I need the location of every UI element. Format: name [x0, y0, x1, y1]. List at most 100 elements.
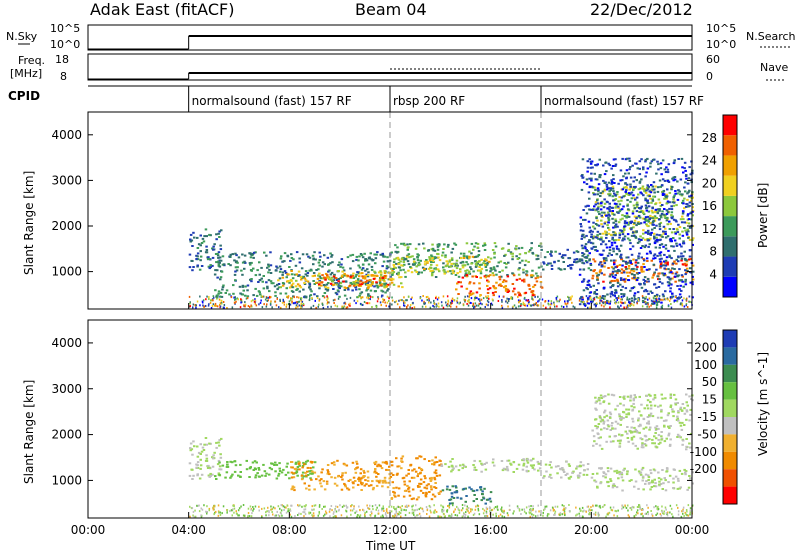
ground-scatter-cell — [277, 298, 279, 300]
data-cell — [667, 434, 670, 436]
ground-scatter-cell — [213, 505, 215, 507]
data-cell — [595, 293, 598, 295]
data-cell — [234, 274, 237, 276]
data-cell — [651, 481, 654, 483]
data-cell — [246, 289, 249, 291]
data-cell — [411, 271, 414, 273]
data-cell — [587, 160, 590, 162]
ground-scatter-cell — [353, 506, 355, 508]
ground-scatter-cell — [523, 302, 525, 304]
data-cell — [634, 292, 637, 294]
data-cell — [601, 272, 604, 274]
data-cell — [602, 226, 605, 228]
ground-scatter-cell — [310, 512, 312, 514]
data-cell — [605, 441, 608, 443]
data-cell — [234, 471, 237, 473]
data-cell — [199, 468, 202, 470]
data-cell — [208, 234, 211, 236]
data-cell — [611, 291, 614, 293]
ground-scatter-cell — [261, 295, 263, 297]
ground-scatter-cell — [319, 300, 321, 302]
data-cell — [206, 235, 209, 237]
data-cell — [455, 274, 458, 276]
data-cell — [598, 274, 601, 276]
data-cell — [651, 439, 654, 441]
ground-scatter-cell — [315, 504, 317, 506]
data-cell — [559, 253, 562, 255]
ground-scatter-cell — [412, 509, 414, 511]
data-cell — [603, 266, 606, 268]
data-cell — [663, 426, 666, 428]
data-cell — [521, 247, 524, 249]
data-cell — [647, 184, 650, 186]
data-cell — [625, 266, 628, 268]
data-cell — [592, 258, 595, 260]
ground-scatter-cell — [473, 514, 475, 516]
ground-scatter-cell — [349, 305, 351, 307]
data-cell — [575, 261, 578, 263]
ground-scatter-cell — [620, 305, 622, 307]
ground-scatter-cell — [369, 302, 371, 304]
data-cell — [376, 480, 379, 482]
data-cell — [679, 244, 682, 246]
data-cell — [559, 268, 562, 270]
data-cell — [460, 257, 463, 259]
data-cell — [353, 285, 356, 287]
data-cell — [606, 415, 609, 417]
data-cell — [200, 235, 203, 237]
data-cell — [471, 243, 474, 245]
ground-scatter-cell — [567, 302, 569, 304]
data-cell — [594, 419, 597, 421]
data-cell — [425, 492, 428, 494]
data-cell — [652, 196, 655, 198]
data-cell — [408, 469, 411, 471]
ground-scatter-cell — [483, 297, 485, 299]
data-cell — [600, 220, 603, 222]
data-cell — [624, 183, 627, 185]
data-cell — [205, 454, 208, 456]
data-cell — [283, 260, 286, 262]
data-cell — [581, 238, 584, 240]
ground-scatter-cell — [464, 296, 466, 298]
data-cell — [661, 184, 664, 186]
data-cell — [486, 285, 489, 287]
power-ytick-label: 4000 — [51, 128, 82, 142]
data-cell — [528, 251, 531, 253]
data-cell — [515, 248, 518, 250]
data-cell — [665, 489, 668, 491]
data-cell — [415, 248, 418, 250]
data-cell — [576, 258, 579, 260]
ground-scatter-cell — [592, 505, 594, 507]
data-cell — [608, 252, 611, 254]
data-cell — [658, 278, 661, 280]
data-cell — [664, 397, 667, 399]
ground-scatter-cell — [221, 303, 223, 305]
ground-scatter-cell — [258, 506, 260, 508]
data-cell — [398, 266, 401, 268]
ground-scatter-cell — [550, 304, 552, 306]
data-cell — [191, 454, 194, 456]
ground-scatter-cell — [682, 299, 684, 301]
ground-scatter-cell — [479, 295, 481, 297]
data-cell — [233, 259, 236, 261]
ground-scatter-cell — [498, 300, 500, 302]
data-cell — [522, 469, 525, 471]
data-cell — [478, 269, 481, 271]
data-cell — [665, 166, 668, 168]
data-cell — [452, 485, 455, 487]
ground-scatter-cell — [590, 509, 592, 511]
data-cell — [252, 462, 255, 464]
ground-scatter-cell — [297, 306, 299, 308]
data-cell — [645, 445, 648, 447]
data-cell — [621, 476, 624, 478]
data-cell — [282, 282, 285, 284]
ground-scatter-cell — [244, 515, 246, 517]
data-cell — [442, 266, 445, 268]
data-cell — [503, 468, 506, 470]
ground-scatter-cell — [240, 298, 242, 300]
ground-scatter-cell — [571, 302, 573, 304]
data-cell — [641, 271, 644, 273]
data-cell — [381, 265, 384, 267]
data-cell — [190, 234, 193, 236]
data-cell — [378, 482, 381, 484]
